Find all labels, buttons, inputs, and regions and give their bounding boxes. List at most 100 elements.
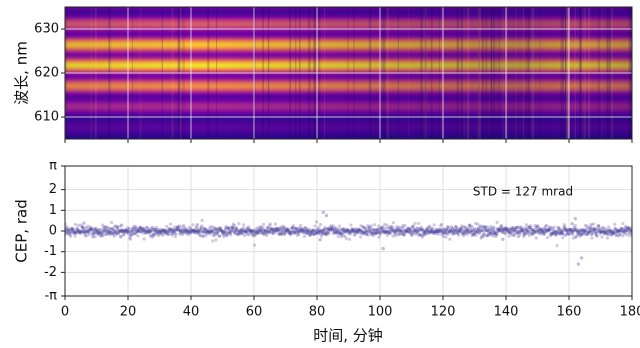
cep-point — [119, 228, 124, 232]
cep-point — [95, 229, 99, 233]
cep-point — [270, 227, 274, 231]
cep-point — [572, 229, 576, 233]
cep-point — [381, 225, 385, 229]
cep-point — [460, 231, 464, 235]
cep-point — [119, 230, 123, 234]
cep-point — [428, 224, 432, 228]
cep-point — [223, 230, 227, 234]
cep-point — [188, 225, 192, 229]
cep-point — [187, 231, 191, 235]
cep-point — [591, 230, 595, 234]
cep-point — [389, 228, 393, 232]
cep-point — [495, 233, 499, 237]
cep-point — [96, 233, 100, 237]
cep-point — [582, 229, 586, 234]
cep-point — [190, 229, 194, 233]
cep-point — [545, 229, 549, 234]
cep-point — [345, 229, 349, 234]
cep-point — [511, 228, 515, 232]
cep-point — [167, 227, 171, 231]
cep-point — [568, 228, 572, 232]
cep-point — [379, 227, 383, 231]
cep-point — [76, 230, 80, 234]
cep-point — [77, 230, 81, 234]
cep-point — [151, 227, 156, 231]
cep-point — [233, 231, 237, 235]
cep-point — [85, 227, 89, 231]
cep-point — [303, 225, 307, 230]
cep-point — [314, 230, 318, 234]
cep-point — [78, 231, 83, 235]
cep-point — [72, 231, 76, 235]
cep-point — [595, 227, 599, 232]
cep-point — [430, 227, 434, 232]
cep-point — [490, 230, 494, 234]
cep-point — [185, 229, 189, 233]
cep-point — [250, 232, 254, 236]
cep-point — [165, 231, 170, 235]
cep-point — [292, 231, 297, 236]
cep-point — [116, 228, 120, 232]
cep-point — [418, 228, 423, 232]
cep-point — [568, 231, 572, 235]
cep-point — [618, 229, 622, 233]
cep-point — [78, 231, 82, 235]
cep-point — [227, 227, 231, 231]
cep-point — [302, 230, 306, 235]
cep-point — [521, 228, 525, 232]
cep-point — [565, 232, 569, 236]
cep-point — [234, 229, 239, 233]
cep-y-tick-label: -π — [44, 289, 57, 304]
cep-point — [244, 230, 248, 234]
cep-point — [501, 230, 505, 234]
cep-point — [225, 230, 229, 234]
cep-point — [271, 228, 275, 232]
cep-point — [152, 230, 156, 235]
cep-point — [116, 225, 120, 229]
cep-point — [417, 227, 421, 231]
cep-point — [390, 225, 394, 229]
cep-point — [610, 231, 615, 236]
cep-point — [507, 234, 511, 238]
cep-point — [380, 227, 384, 231]
cep-point — [267, 230, 271, 234]
cep-point — [74, 229, 78, 233]
cep-point — [585, 232, 589, 236]
cep-point — [417, 233, 422, 237]
cep-point — [530, 232, 534, 236]
cep-point — [224, 226, 228, 231]
cep-point — [410, 225, 414, 229]
cep-point — [536, 228, 540, 232]
cep-point — [336, 234, 340, 239]
cep-point — [349, 231, 353, 235]
cep-point — [555, 244, 559, 248]
cep-point — [256, 230, 260, 234]
cep-point — [435, 229, 439, 233]
cep-point — [198, 233, 202, 237]
cep-point — [166, 232, 170, 236]
cep-x-label: 时间, 分钟 — [313, 327, 383, 345]
cep-point — [257, 231, 261, 235]
cep-point — [398, 226, 402, 231]
cep-point — [535, 229, 539, 233]
cep-point — [503, 227, 507, 231]
cep-point — [549, 233, 553, 238]
cep-point — [360, 230, 365, 234]
cep-point — [475, 230, 479, 234]
cep-point — [403, 230, 407, 234]
cep-point — [504, 226, 508, 230]
cep-point — [499, 227, 503, 231]
cep-point — [219, 228, 223, 232]
cep-point — [479, 228, 483, 232]
cep-point — [440, 229, 444, 233]
cep-point — [384, 230, 389, 234]
cep-point — [114, 230, 118, 234]
cep-point — [124, 228, 128, 232]
cep-point — [290, 226, 295, 230]
cep-point — [538, 228, 542, 232]
cep-point — [153, 233, 158, 237]
cep-point — [273, 222, 278, 226]
cep-point — [510, 227, 515, 231]
cep-point — [290, 230, 294, 234]
cep-point — [509, 229, 513, 233]
